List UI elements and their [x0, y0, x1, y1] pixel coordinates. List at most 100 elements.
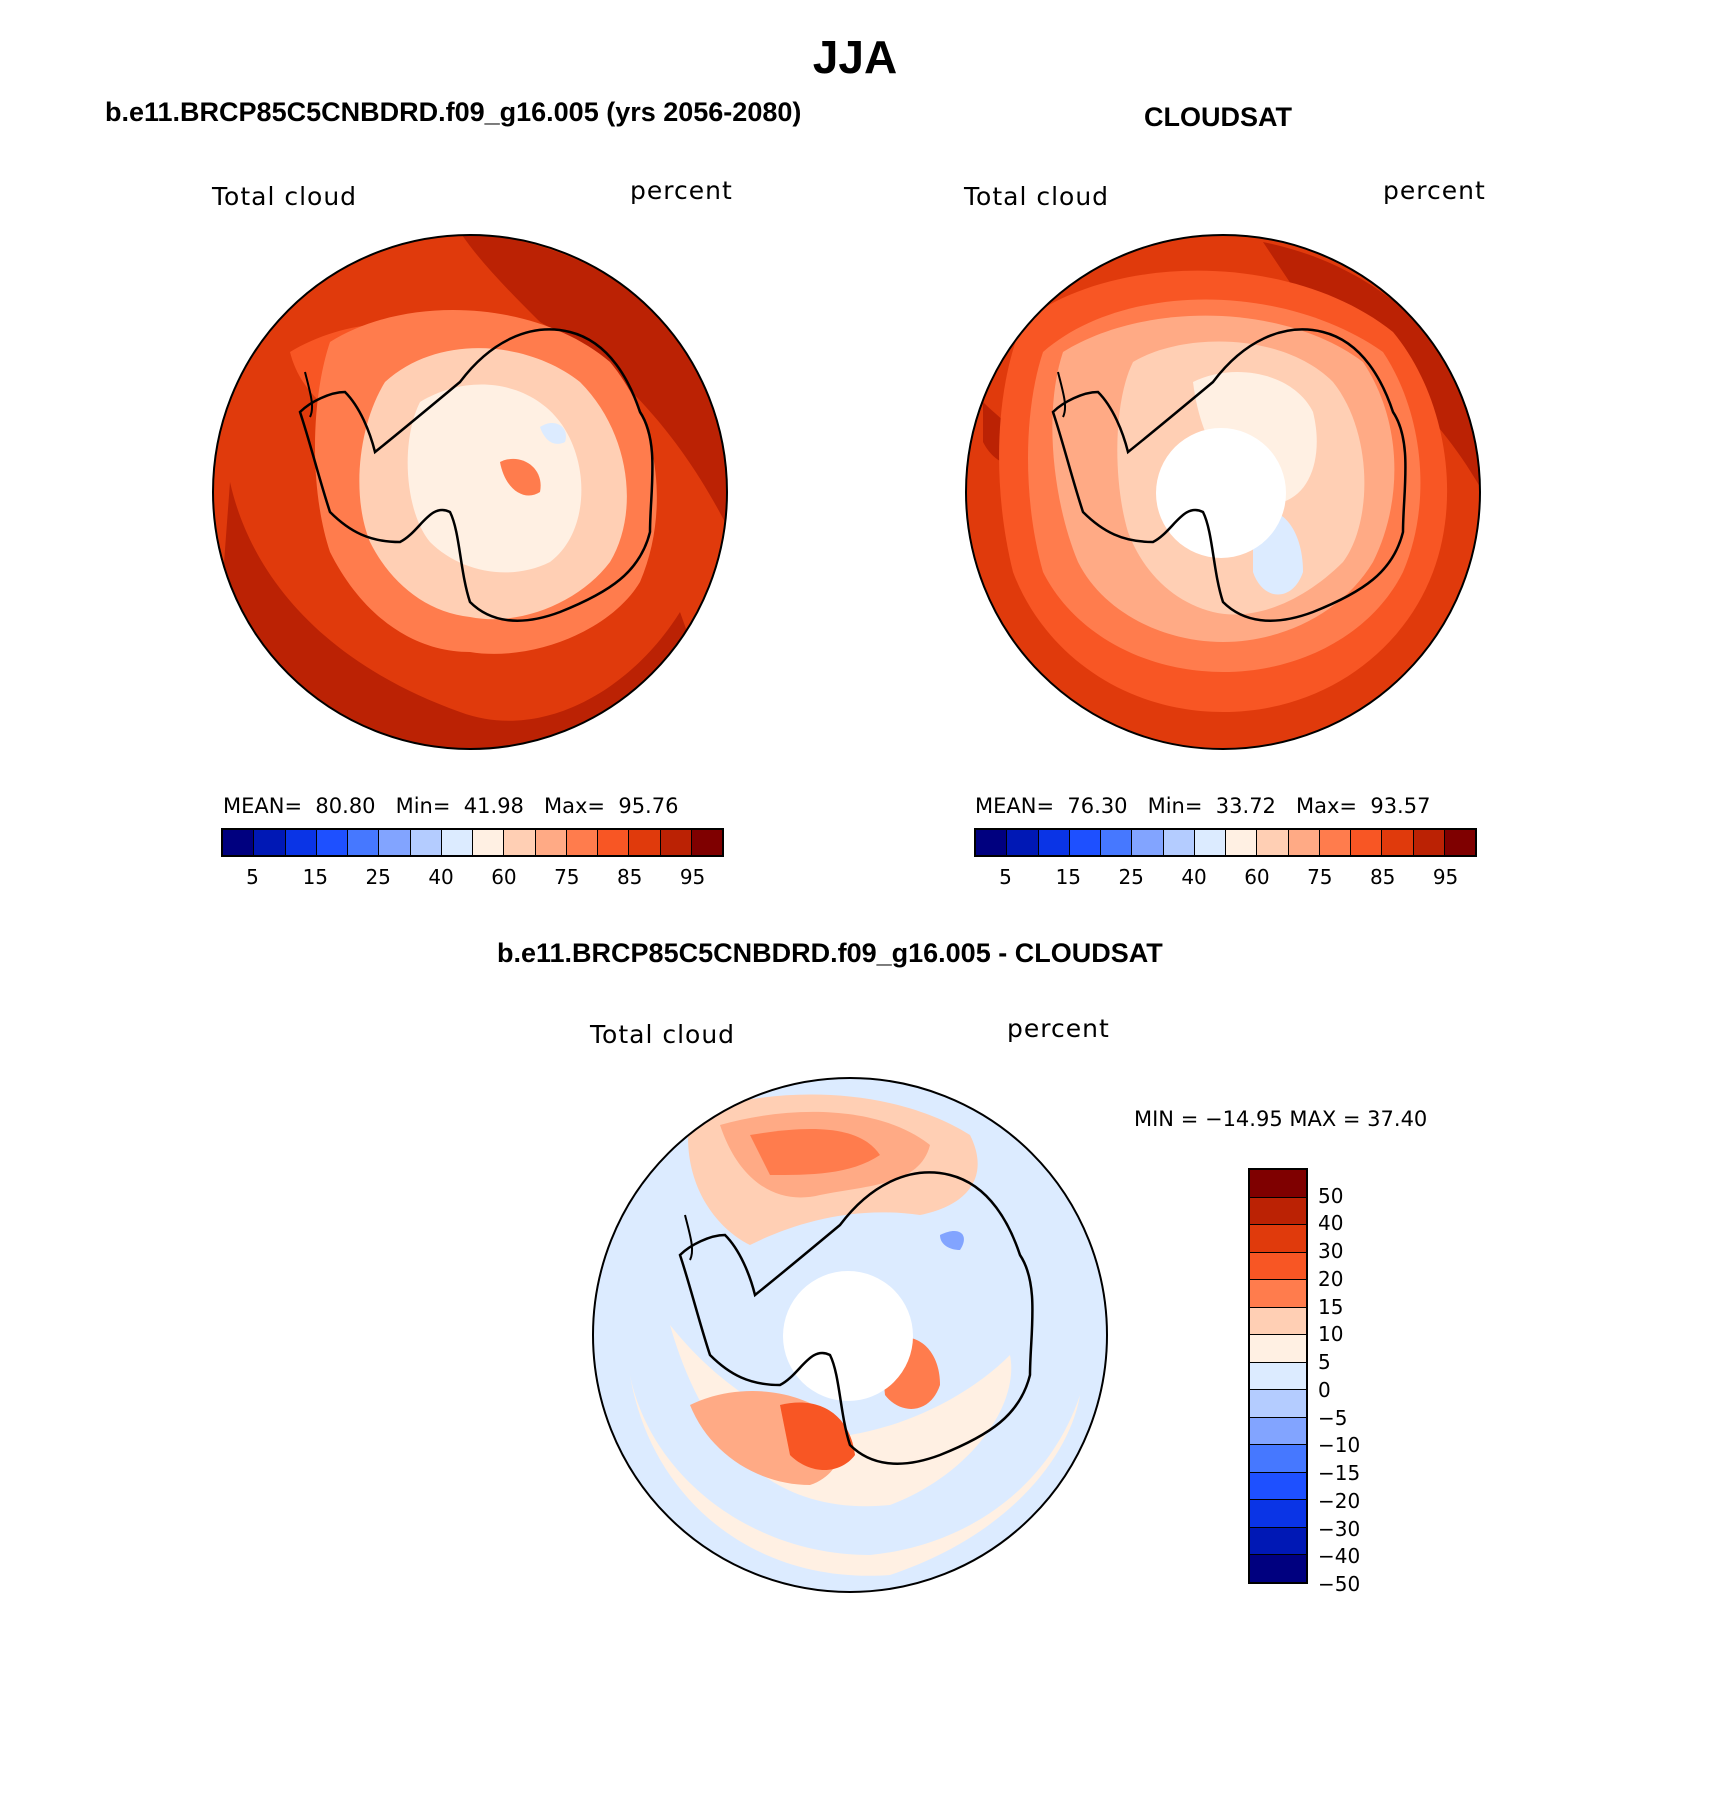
colorbar-tick-label: 15: [1318, 1294, 1344, 1319]
units-label-model: percent: [630, 176, 733, 205]
colorbar-tick-label: −5: [1318, 1405, 1348, 1430]
min-label: Min=: [395, 794, 451, 818]
colorbar-tick-label: 10: [1318, 1322, 1344, 1347]
colorbar-swatch: [316, 830, 348, 855]
colorbar-tick-label: 85: [616, 865, 643, 889]
colorbar-model: [221, 828, 724, 857]
colorbar-swatch: [1257, 830, 1289, 855]
mean-value: 76.30: [1067, 794, 1128, 818]
colorbar-tick-label: −10: [1318, 1433, 1361, 1458]
colorbar-swatch: [379, 830, 411, 855]
variable-label-diff: Total cloud: [590, 1020, 736, 1049]
colorbar-swatch: [1351, 830, 1383, 855]
colorbar-tick-label: 40: [428, 865, 454, 889]
colorbar-ticks-diff: 50 40 30 20 15 10 5 0 −5 −10 −15 −20 −30 −40 −50: [1318, 1168, 1398, 1596]
colorbar-swatch: [348, 830, 380, 855]
colorbar-tick-label: 75: [554, 865, 580, 889]
colorbar-tick-label: 5: [246, 865, 259, 889]
variable-label-model: Total cloud: [212, 182, 358, 211]
colorbar-swatch: [1250, 1527, 1306, 1556]
colorbar-swatch: [1226, 830, 1258, 855]
stats-model: MEAN= 80.80 Min= 41.98 Max= 95.76: [223, 794, 678, 818]
units-label-diff: percent: [1007, 1014, 1110, 1043]
colorbar-tick-label: 75: [1307, 865, 1333, 889]
colorbar-tick-label: 50: [1318, 1183, 1344, 1208]
colorbar-swatch: [1250, 1307, 1306, 1336]
colorbar-tick-label: −20: [1318, 1488, 1361, 1513]
colorbar-swatch: [223, 830, 255, 855]
panel-title-model: b.e11.BRCP85C5CNBDRD.f09_g16.005 (yrs 20…: [105, 97, 802, 127]
colorbar-tick-label: −40: [1318, 1544, 1361, 1569]
mean-label: MEAN=: [223, 794, 303, 818]
colorbar-obs: [974, 828, 1477, 857]
colorbar-swatch: [1288, 830, 1320, 855]
colorbar-tick-label: 40: [1318, 1211, 1344, 1236]
colorbar-swatch: [1250, 1417, 1306, 1446]
panel-title-obs: CLOUDSAT: [1144, 102, 1292, 132]
colorbar-swatch: [1132, 830, 1164, 855]
map-obs: [965, 234, 1481, 750]
colorbar-tick-label: 40: [1181, 865, 1207, 889]
colorbar-swatch: [1194, 830, 1226, 855]
colorbar-swatch: [1069, 830, 1101, 855]
colorbar-swatch: [1007, 830, 1039, 855]
colorbar-swatch: [1413, 830, 1445, 855]
colorbar-tick-label: −30: [1318, 1516, 1361, 1541]
colorbar-swatch: [1250, 1445, 1306, 1473]
colorbar-ticks-model: 5 15 25 40 60 75 85 95: [221, 865, 724, 891]
colorbar-swatch: [1250, 1197, 1306, 1226]
minmax-diff: MIN = −14.95 MAX = 37.40: [1134, 1107, 1428, 1131]
colorbar-swatch: [1250, 1500, 1306, 1528]
colorbar-swatch: [535, 830, 567, 855]
colorbar-tick-label: −50: [1318, 1572, 1361, 1596]
colorbar-swatch: [254, 830, 286, 855]
colorbar-swatch: [1250, 1555, 1306, 1582]
colorbar-tick-label: 0: [1318, 1377, 1331, 1402]
colorbar-tick-label: −15: [1318, 1461, 1361, 1486]
colorbar-swatch: [1444, 830, 1475, 855]
colorbar-tick-label: 15: [302, 865, 329, 889]
colorbar-swatch: [285, 830, 317, 855]
panel-title-diff: b.e11.BRCP85C5CNBDRD.f09_g16.005 - CLOUD…: [497, 938, 1163, 968]
max-value: 95.76: [618, 794, 679, 818]
colorbar-tick-label: 95: [679, 865, 706, 889]
colorbar-swatch: [691, 830, 722, 855]
map-diff: [592, 1077, 1108, 1593]
colorbar-tick-label: 25: [365, 865, 391, 889]
min-value: 33.72: [1215, 794, 1276, 818]
colorbar-tick-label: 5: [999, 865, 1012, 889]
colorbar-tick-label: 95: [1432, 865, 1459, 889]
colorbar-swatch: [1250, 1225, 1306, 1253]
colorbar-tick-label: 25: [1118, 865, 1144, 889]
min-label: Min=: [1147, 794, 1203, 818]
mean-value: 80.80: [315, 794, 376, 818]
colorbar-tick-label: 85: [1369, 865, 1396, 889]
colorbar-swatch: [441, 830, 473, 855]
colorbar-swatch: [1319, 830, 1351, 855]
colorbar-swatch: [1250, 1335, 1306, 1363]
max-value: 93.57: [1370, 794, 1431, 818]
map-model: [212, 234, 728, 750]
colorbar-swatch: [1250, 1170, 1306, 1198]
mean-label: MEAN=: [975, 794, 1055, 818]
colorbar-swatch: [1101, 830, 1133, 855]
colorbar-tick-label: 20: [1318, 1266, 1344, 1291]
units-label-obs: percent: [1383, 176, 1486, 205]
stats-obs: MEAN= 76.30 Min= 33.72 Max= 93.57: [975, 794, 1430, 818]
colorbar-swatch: [473, 830, 505, 855]
colorbar-tick-label: 15: [1055, 865, 1082, 889]
colorbar-ticks-obs: 5 15 25 40 60 75 85 95: [974, 865, 1477, 891]
colorbar-swatch: [629, 830, 661, 855]
colorbar-swatch: [660, 830, 692, 855]
colorbar-swatch: [566, 830, 598, 855]
colorbar-swatch: [1250, 1472, 1306, 1501]
colorbar-swatch: [1250, 1362, 1306, 1391]
colorbar-swatch: [976, 830, 1008, 855]
colorbar-tick-label: 60: [491, 865, 517, 889]
min-value: 41.98: [463, 794, 524, 818]
colorbar-swatch: [598, 830, 630, 855]
colorbar-tick-label: 5: [1318, 1350, 1331, 1375]
colorbar-swatch: [1038, 830, 1070, 855]
colorbar-swatch: [1382, 830, 1414, 855]
colorbar-swatch: [504, 830, 536, 855]
